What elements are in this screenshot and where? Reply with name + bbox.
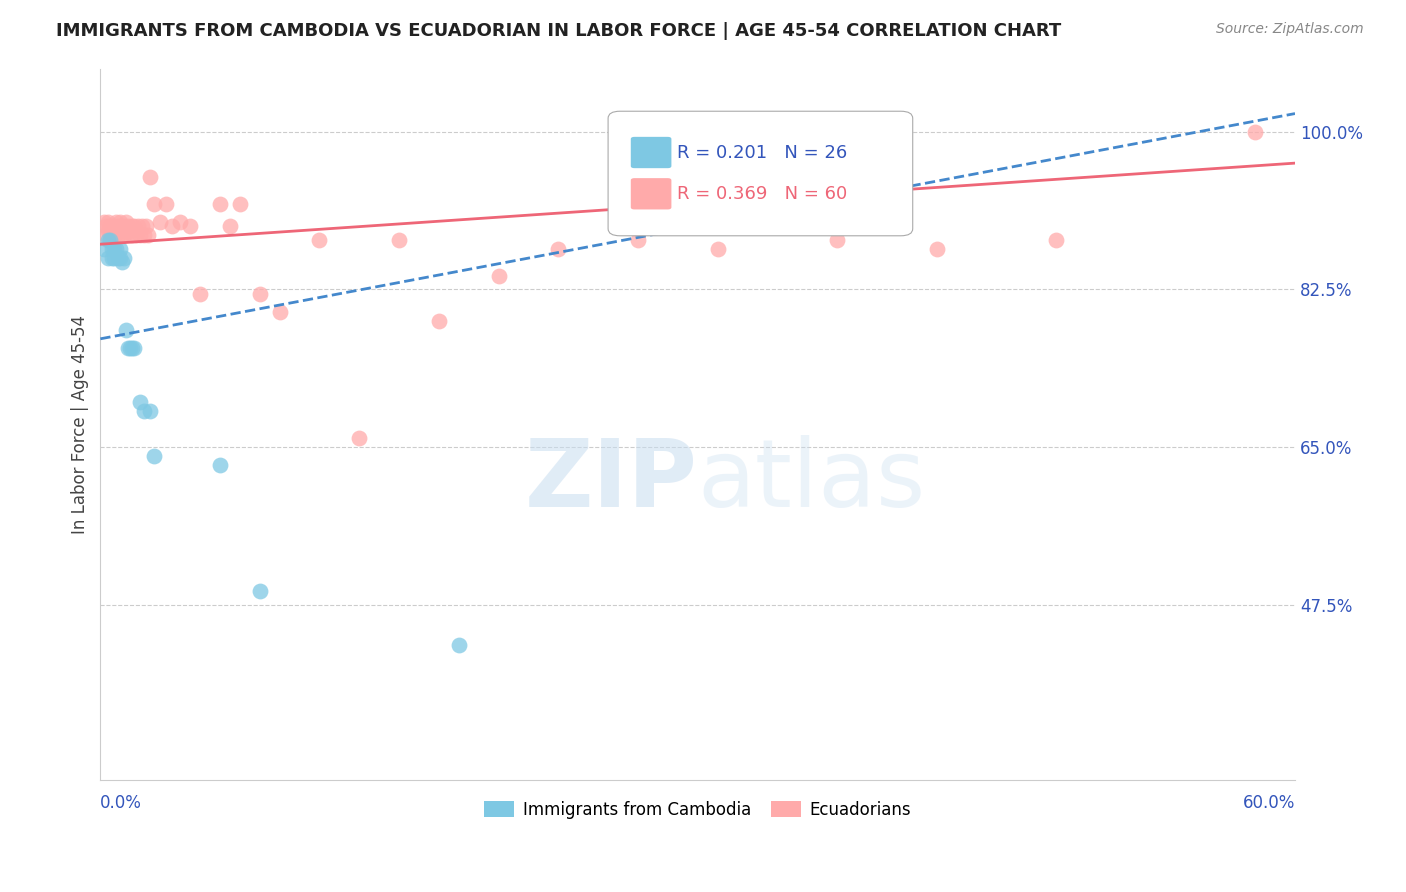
Point <box>115 224 138 238</box>
Point <box>139 169 162 184</box>
Point <box>1045 233 1067 247</box>
Point <box>139 404 162 418</box>
Point <box>208 196 231 211</box>
Point <box>97 233 120 247</box>
Point <box>347 431 370 445</box>
Point <box>107 228 129 243</box>
Point <box>706 242 728 256</box>
Point <box>129 228 152 243</box>
Text: IMMIGRANTS FROM CAMBODIA VS ECUADORIAN IN LABOR FORCE | AGE 45-54 CORRELATION CH: IMMIGRANTS FROM CAMBODIA VS ECUADORIAN I… <box>56 22 1062 40</box>
Point <box>117 219 139 234</box>
Point <box>249 286 271 301</box>
Point <box>115 215 138 229</box>
Point <box>179 219 201 234</box>
FancyBboxPatch shape <box>631 136 672 169</box>
Point <box>149 215 172 229</box>
Legend: Immigrants from Cambodia, Ecuadorians: Immigrants from Cambodia, Ecuadorians <box>478 794 918 825</box>
Text: atlas: atlas <box>697 435 927 527</box>
Point <box>427 314 450 328</box>
Point <box>134 228 156 243</box>
Point <box>925 242 948 256</box>
Point <box>447 638 470 652</box>
Point <box>105 242 128 256</box>
Point <box>98 228 121 243</box>
Point <box>93 242 115 256</box>
Point <box>112 251 135 265</box>
Point <box>105 215 128 229</box>
Point <box>121 219 143 234</box>
Point <box>110 242 132 256</box>
Point <box>269 305 291 319</box>
Point <box>135 219 157 234</box>
Point <box>229 196 252 211</box>
Point <box>121 341 143 355</box>
Point <box>103 242 125 256</box>
Point <box>101 251 124 265</box>
FancyBboxPatch shape <box>631 178 672 210</box>
Point <box>101 242 124 256</box>
Point <box>155 196 177 211</box>
Point <box>110 251 132 265</box>
Text: ZIP: ZIP <box>524 435 697 527</box>
Point <box>98 219 121 234</box>
Point <box>112 228 135 243</box>
Point <box>160 219 183 234</box>
Point <box>101 219 124 234</box>
Point <box>129 395 152 409</box>
Point <box>218 219 240 234</box>
Point <box>121 228 143 243</box>
Point <box>103 228 125 243</box>
Text: R = 0.369   N = 60: R = 0.369 N = 60 <box>678 185 848 202</box>
Point <box>117 341 139 355</box>
Point <box>308 233 330 247</box>
Point <box>98 233 121 247</box>
Point <box>125 228 148 243</box>
Point <box>93 215 115 229</box>
Text: 60.0%: 60.0% <box>1243 794 1295 812</box>
Point <box>105 224 128 238</box>
Point <box>111 255 134 269</box>
Point <box>388 233 411 247</box>
Point <box>188 286 211 301</box>
Point <box>122 341 145 355</box>
Text: 0.0%: 0.0% <box>100 794 142 812</box>
Point <box>825 233 848 247</box>
Point <box>134 404 156 418</box>
Point <box>111 228 134 243</box>
Point <box>249 584 271 599</box>
Y-axis label: In Labor Force | Age 45-54: In Labor Force | Age 45-54 <box>72 315 89 534</box>
Point <box>131 219 153 234</box>
Point <box>97 215 120 229</box>
Point <box>96 219 118 234</box>
Point <box>169 215 191 229</box>
Point <box>115 323 138 337</box>
FancyBboxPatch shape <box>607 112 912 235</box>
Point <box>547 242 569 256</box>
Point <box>97 224 120 238</box>
Point <box>110 215 132 229</box>
Point <box>103 251 125 265</box>
Point <box>97 251 120 265</box>
Point <box>112 219 135 234</box>
Point <box>120 224 142 238</box>
Point <box>103 219 125 234</box>
Point <box>122 219 145 234</box>
Point <box>120 341 142 355</box>
Point <box>488 268 510 283</box>
Point <box>208 458 231 472</box>
Point <box>111 219 134 234</box>
Point <box>107 251 129 265</box>
Point <box>110 224 132 238</box>
Point <box>101 228 124 243</box>
Text: Source: ZipAtlas.com: Source: ZipAtlas.com <box>1216 22 1364 37</box>
Point <box>107 219 129 234</box>
Point <box>143 196 166 211</box>
Text: R = 0.201   N = 26: R = 0.201 N = 26 <box>678 144 848 161</box>
Point <box>143 449 166 463</box>
Point <box>1244 125 1267 139</box>
Point <box>136 228 159 243</box>
Point <box>127 219 149 234</box>
Point <box>627 233 650 247</box>
Point <box>96 228 118 243</box>
